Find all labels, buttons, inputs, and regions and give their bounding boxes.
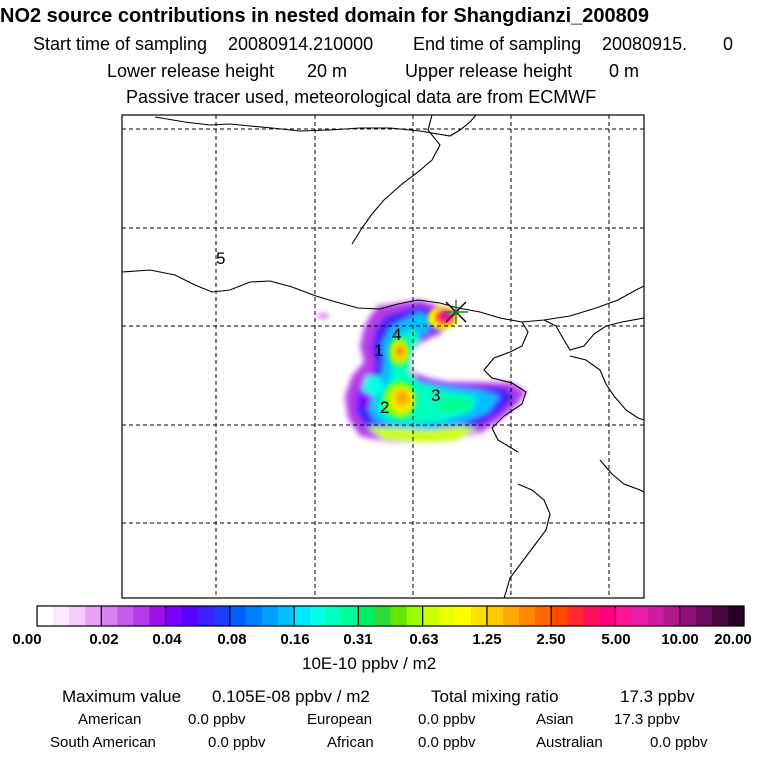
region-american-label: American: [78, 711, 142, 728]
colorbar-tick-label: 0.00: [12, 631, 42, 648]
colorbar-cell: [85, 606, 102, 626]
colorbar-cell: [278, 606, 295, 626]
colorbar-cell: [502, 606, 520, 626]
region-label-1: 1: [374, 341, 383, 360]
region-european-value: 0.0 ppbv: [418, 711, 476, 728]
region-south-american-label: South American: [50, 734, 156, 751]
colorbar-cell: [438, 606, 456, 626]
region-label-5: 5: [216, 249, 225, 268]
colorbar-cell: [181, 606, 199, 626]
colorbar-frame: [36, 605, 745, 627]
region-african-value: 0.0 ppbv: [418, 734, 476, 751]
colorbar-cell: [374, 606, 392, 626]
concentration-plume: [317, 300, 526, 442]
colorbar-cell: [535, 606, 552, 626]
colorbar-cell: [647, 606, 665, 626]
total-mixing-value: 17.3 ppbv: [620, 687, 695, 706]
colorbar-cell: [310, 606, 327, 626]
colorbar-tick-label: 0.63: [409, 631, 439, 648]
end-time-value: 20080915.: [602, 34, 688, 54]
colorbar-tick-label: 2.50: [536, 631, 566, 648]
colorbar-cell: [551, 606, 568, 626]
colorbar-tick-label: 20.00: [714, 631, 752, 648]
colorbar-cell: [53, 606, 70, 626]
coastlines: [122, 115, 644, 598]
colorbar-cell: [37, 606, 54, 626]
lower-release-label: Lower release height: [107, 61, 275, 81]
start-time-value: 20080914.210000: [228, 34, 374, 54]
colorbar-cell: [69, 606, 86, 626]
colorbar-cell: [631, 606, 649, 626]
colorbar-unit: 10E-10 ppbv / m2: [302, 654, 437, 673]
region-american-value: 0.0 ppbv: [188, 711, 246, 728]
colorbar-cell: [213, 606, 231, 626]
colorbar-tick-label: 0.31: [343, 631, 373, 648]
start-time-label: Start time of sampling: [33, 34, 208, 54]
colorbar-cell: [567, 606, 584, 626]
colorbar-tick-label: 5.00: [601, 631, 631, 648]
colorbar-cell: [583, 606, 600, 626]
region-australian-value: 0.0 ppbv: [650, 734, 708, 751]
colorbar-cell: [663, 606, 681, 626]
colorbar-tick-label: 10.00: [661, 631, 699, 648]
page-title: NO2 source contributions in nested domai…: [0, 5, 650, 27]
colorbar-cell: [390, 606, 408, 626]
colorbar-cell: [679, 606, 697, 626]
colorbar-cell: [294, 606, 311, 626]
max-value-label: Maximum value: [62, 687, 182, 706]
end-time-label: End time of sampling: [413, 34, 582, 54]
colorbar: [37, 606, 745, 626]
colorbar-cell: [101, 606, 118, 626]
colorbar-cell: [695, 606, 713, 626]
colorbar-cell: [229, 606, 247, 626]
region-asian-value: 17.3 ppbv: [614, 711, 680, 728]
colorbar-cell: [133, 606, 151, 626]
colorbar-cell: [342, 606, 359, 626]
colorbar-cell: [470, 606, 488, 626]
colorbar-cell: [486, 606, 504, 626]
region-south-american-value: 0.0 ppbv: [208, 734, 266, 751]
colorbar-cell: [519, 606, 536, 626]
map-frame: [121, 114, 645, 599]
colorbar-tick-label: 0.16: [280, 631, 310, 648]
region-asian-label: Asian: [536, 711, 574, 728]
colorbar-cell: [358, 606, 376, 626]
colorbar-cell: [261, 606, 279, 626]
colorbar-cell: [615, 606, 633, 626]
tracer-info: Passive tracer used, meteorological data…: [126, 87, 597, 107]
lat-lon-grid: [122, 115, 644, 598]
colorbar-cell: [165, 606, 183, 626]
colorbar-cell: [422, 606, 440, 626]
receptor-star-icon: [444, 300, 468, 324]
colorbar-cell: [727, 606, 745, 626]
colorbar-cell: [149, 606, 167, 626]
region-label-2: 2: [380, 398, 389, 417]
region-label-4: 4: [392, 325, 401, 344]
region-australian-label: Australian: [536, 734, 603, 751]
colorbar-cell: [326, 606, 343, 626]
colorbar-tick-label: 1.25: [472, 631, 502, 648]
colorbar-cell: [245, 606, 263, 626]
colorbar-cell: [406, 606, 424, 626]
colorbar-tick-label: 0.08: [217, 631, 247, 648]
region-label-3: 3: [431, 386, 440, 405]
region-european-label: European: [307, 711, 373, 728]
colorbar-cell: [197, 606, 215, 626]
colorbar-cell: [599, 606, 617, 626]
colorbar-tick-label: 0.04: [152, 631, 182, 648]
max-value: 0.105E-08 ppbv / m2: [212, 687, 370, 706]
lower-release-value: 20 m: [307, 61, 348, 81]
colorbar-cell: [454, 606, 472, 626]
colorbar-tick-label: 0.02: [89, 631, 119, 648]
region-african-label: African: [327, 734, 374, 751]
colorbar-cell: [117, 606, 135, 626]
upper-release-value: 0 m: [609, 61, 640, 81]
upper-release-label: Upper release height: [405, 61, 573, 81]
end-time-suffix: 0: [723, 34, 734, 54]
total-mixing-label: Total mixing ratio: [431, 687, 559, 706]
colorbar-cell: [711, 606, 729, 626]
